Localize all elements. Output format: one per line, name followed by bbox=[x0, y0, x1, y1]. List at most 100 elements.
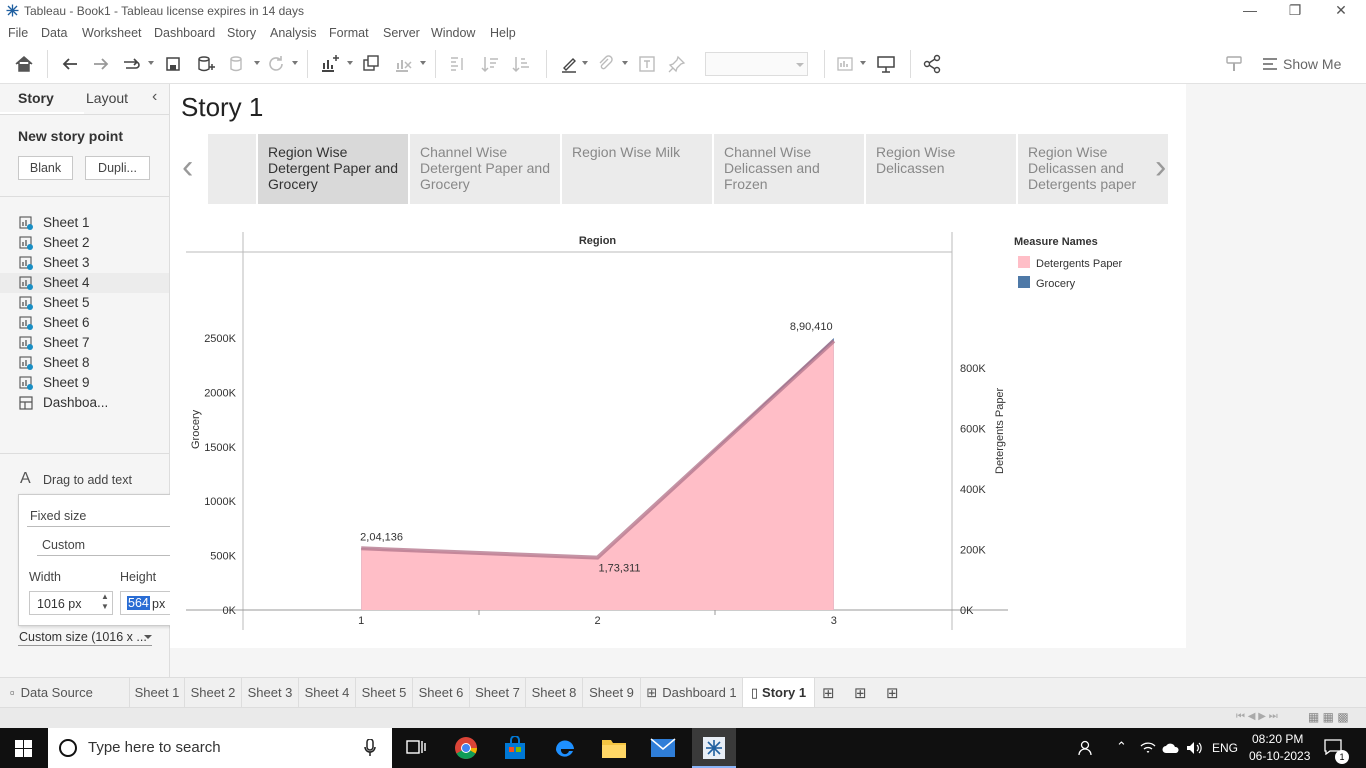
task-view-icon[interactable] bbox=[406, 739, 426, 757]
prev-story-point-button[interactable]: ‹ bbox=[182, 148, 194, 186]
menu-analysis[interactable]: Analysis bbox=[270, 26, 317, 40]
mail-icon[interactable] bbox=[650, 738, 676, 758]
sheet-tab[interactable]: ⊞ Dashboard 1 bbox=[641, 678, 743, 708]
story-point[interactable]: Channel Wise Detergent Paper and Grocery bbox=[410, 134, 560, 204]
new-worksheet-icon[interactable] bbox=[318, 53, 340, 75]
new-dashboard-tab-icon[interactable]: ⊞ bbox=[854, 685, 867, 702]
sheet-tab[interactable]: Sheet 2 bbox=[185, 678, 242, 708]
edge-icon[interactable] bbox=[553, 736, 577, 760]
chevron-down-icon[interactable] bbox=[254, 61, 260, 65]
share-icon[interactable] bbox=[921, 53, 943, 75]
width-input[interactable]: 1016 px ▲ ▼ bbox=[29, 591, 113, 615]
tab-story[interactable]: Story bbox=[18, 90, 54, 106]
chevron-down-icon[interactable] bbox=[860, 61, 866, 65]
microphone-icon[interactable] bbox=[364, 739, 376, 757]
menu-window[interactable]: Window bbox=[431, 26, 476, 40]
windows-start-icon[interactable] bbox=[15, 740, 32, 757]
sort-asc-icon[interactable] bbox=[479, 53, 501, 75]
story-point[interactable]: Region Wise Delicassen bbox=[866, 134, 1016, 204]
sheet-item[interactable]: Sheet 1 bbox=[0, 213, 169, 233]
menu-data[interactable]: Data bbox=[41, 26, 68, 40]
next-story-point-button[interactable]: › bbox=[1155, 148, 1167, 186]
menu-story[interactable]: Story bbox=[227, 26, 257, 40]
new-datasource-icon[interactable] bbox=[194, 53, 216, 75]
new-story-tab-icon[interactable]: ⊞ bbox=[886, 685, 899, 702]
restore-button[interactable]: ❐ bbox=[1288, 2, 1302, 18]
duplicate-button[interactable]: Dupli... bbox=[85, 156, 150, 180]
people-icon[interactable] bbox=[1078, 740, 1096, 756]
fit-select[interactable] bbox=[705, 52, 808, 76]
show-me-button[interactable]: Show Me bbox=[1283, 56, 1342, 72]
sort-desc-icon[interactable] bbox=[510, 53, 532, 75]
sheet-tab[interactable]: Sheet 8 bbox=[526, 678, 583, 708]
paint-roller-icon[interactable] bbox=[1223, 53, 1245, 75]
label-icon[interactable] bbox=[636, 53, 658, 75]
story-point[interactable]: Region Wise Milk bbox=[562, 134, 712, 204]
chevron-down-icon[interactable] bbox=[420, 61, 426, 65]
undo-icon[interactable] bbox=[59, 53, 81, 75]
language-indicator[interactable]: ENG bbox=[1212, 741, 1239, 755]
sheet-tab[interactable]: ▯ Story 1 bbox=[743, 678, 815, 708]
sheet-tab[interactable]: Sheet 1 bbox=[130, 678, 185, 708]
sheet-tab[interactable]: Sheet 4 bbox=[299, 678, 356, 708]
wifi-icon[interactable] bbox=[1140, 741, 1156, 755]
refresh-icon[interactable] bbox=[265, 53, 287, 75]
text-object-icon[interactable]: A bbox=[20, 470, 31, 487]
menu-file[interactable]: File bbox=[8, 26, 29, 40]
menu-server[interactable]: Server bbox=[383, 26, 420, 40]
tray-chevron-icon[interactable]: ⌃ bbox=[1116, 739, 1127, 754]
pause-icon[interactable] bbox=[226, 53, 248, 75]
collapse-pane-icon[interactable]: ‹ bbox=[152, 88, 158, 105]
store-icon[interactable] bbox=[504, 736, 526, 760]
replay-icon[interactable] bbox=[120, 53, 142, 75]
chrome-icon[interactable] bbox=[454, 736, 478, 760]
chevron-down-icon[interactable] bbox=[582, 61, 588, 65]
story-point[interactable]: Region Wise Detergent Paper and Grocery bbox=[258, 134, 408, 204]
clock-time[interactable]: 08:20 PM bbox=[1252, 732, 1304, 746]
swap-icon[interactable] bbox=[446, 53, 468, 75]
pin-icon[interactable] bbox=[666, 53, 688, 75]
sheet-item[interactable]: Sheet 3 bbox=[0, 253, 169, 273]
story-point[interactable]: Region Wise Delicassen and Detergents pa… bbox=[1018, 134, 1168, 204]
onedrive-icon[interactable] bbox=[1162, 742, 1180, 754]
presentation-icon[interactable] bbox=[875, 53, 897, 75]
volume-icon[interactable] bbox=[1186, 741, 1204, 755]
sheet-item[interactable]: Sheet 4 bbox=[0, 273, 169, 293]
area-chart[interactable]: Region 0K 500K 1000K 1500K 2000K 2500K 0K 200K 40… bbox=[170, 224, 1186, 634]
tab-layout[interactable]: Layout bbox=[86, 90, 129, 106]
sheet-item[interactable]: Sheet 7 bbox=[0, 333, 169, 353]
chart-view-icon[interactable] bbox=[835, 53, 857, 75]
menu-dashboard[interactable]: Dashboard bbox=[154, 26, 216, 40]
grid-view-icon[interactable]: ▦ ▦ ▩ bbox=[1308, 710, 1349, 724]
blank-button[interactable]: Blank bbox=[18, 156, 73, 180]
minimize-button[interactable]: — bbox=[1243, 2, 1257, 18]
highlight-icon[interactable] bbox=[558, 53, 580, 75]
menu-help[interactable]: Help bbox=[490, 26, 516, 40]
spinner-icon[interactable]: ▲▼ bbox=[101, 592, 109, 611]
tableau-taskbar-button[interactable] bbox=[692, 728, 736, 768]
sheet-item[interactable]: Sheet 5 bbox=[0, 293, 169, 313]
duplicate-icon[interactable] bbox=[360, 53, 382, 75]
dashboard-item[interactable]: Dashboa... bbox=[0, 393, 169, 413]
chevron-down-icon[interactable] bbox=[622, 61, 628, 65]
menu-format[interactable]: Format bbox=[329, 26, 369, 40]
clock-date[interactable]: 06-10-2023 bbox=[1249, 749, 1311, 763]
group-icon[interactable] bbox=[594, 53, 616, 75]
chevron-down-icon[interactable] bbox=[347, 61, 353, 65]
story-point[interactable]: Channel Wise Delicassen and Frozen bbox=[714, 134, 864, 204]
save-icon[interactable] bbox=[162, 53, 184, 75]
new-worksheet-tab-icon[interactable]: ⊞ bbox=[822, 685, 835, 702]
taskbar-search[interactable]: Type here to search bbox=[48, 728, 392, 768]
show-me-icon[interactable] bbox=[1260, 53, 1282, 75]
sheet-item[interactable]: Sheet 2 bbox=[0, 233, 169, 253]
size-preset-dropdown[interactable]: Custom bbox=[42, 538, 86, 552]
file-explorer-icon[interactable] bbox=[601, 737, 627, 759]
size-mode-dropdown[interactable]: Fixed size bbox=[30, 509, 87, 523]
chevron-down-icon[interactable] bbox=[148, 61, 154, 65]
nav-first-icon[interactable]: ⏮ ◀ ▶ ⏭ bbox=[1236, 711, 1278, 722]
chevron-down-icon[interactable] bbox=[292, 61, 298, 65]
sheet-item[interactable]: Sheet 6 bbox=[0, 313, 169, 333]
drag-to-add-text[interactable]: Drag to add text bbox=[43, 473, 132, 487]
close-button[interactable]: ✕ bbox=[1335, 2, 1347, 18]
tab-data-source[interactable]: ▫ Data Source bbox=[0, 678, 130, 708]
